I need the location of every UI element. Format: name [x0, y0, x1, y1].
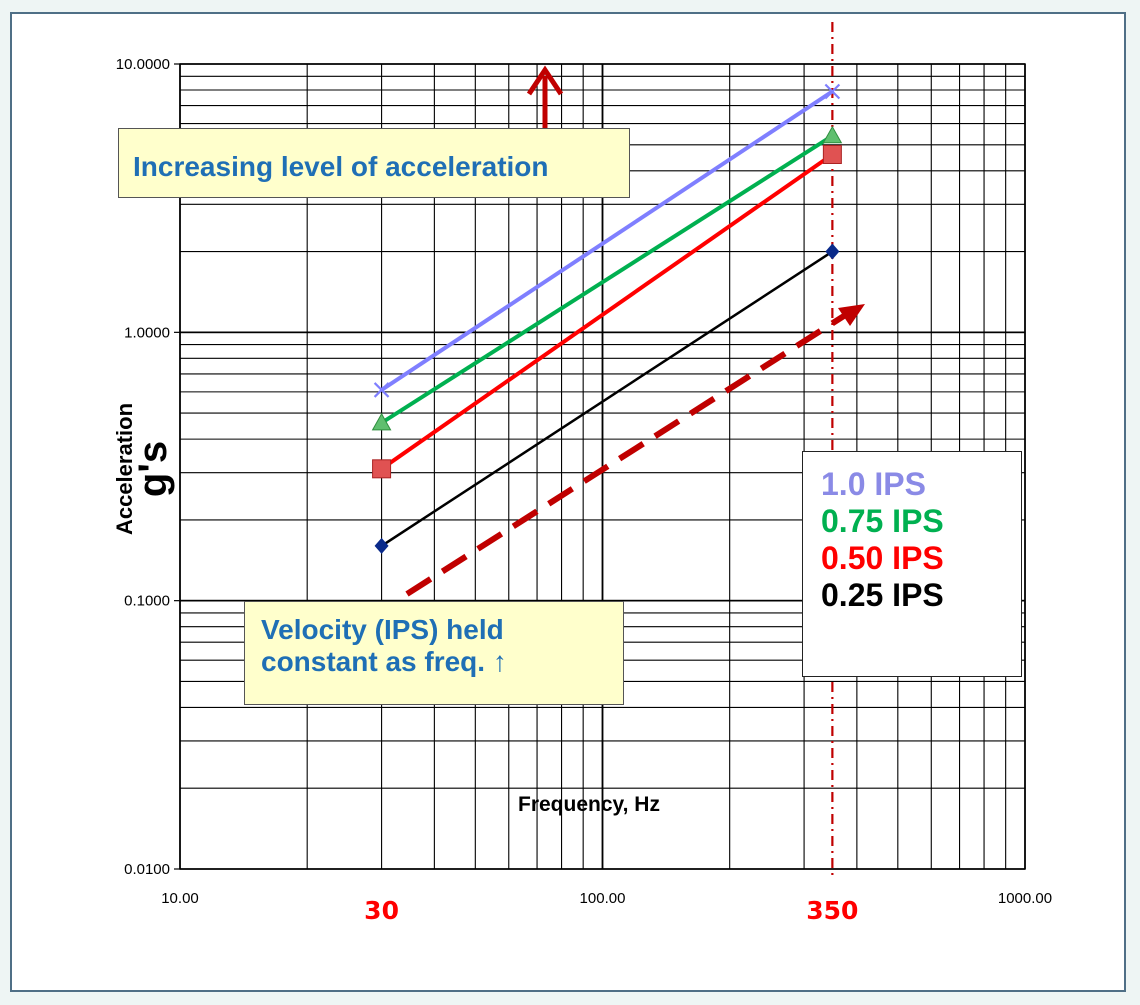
- diagonal-arrow-shaft: [405, 311, 849, 597]
- series-line: [380, 250, 834, 547]
- legend: 1.0 IPS 0.75 IPS 0.50 IPS 0.25 IPS: [802, 451, 1022, 677]
- data-point: [822, 144, 842, 164]
- x-axis-ticks: 10.00 100.00 1000.00: [161, 890, 1052, 907]
- data-point: [822, 125, 843, 144]
- legend-entry: 0.75 IPS: [821, 503, 944, 539]
- series-line: [380, 134, 834, 425]
- data-point: [373, 382, 390, 398]
- x-axis-title: Frequency, Hz: [518, 793, 660, 816]
- data-point: [374, 537, 389, 554]
- up-arrow-head: [526, 65, 564, 96]
- legend-entry: 0.50 IPS: [821, 540, 944, 576]
- velocity-callout: Velocity (IPS) held constant as freq. ↑: [244, 601, 624, 705]
- legend-entry: 1.0 IPS: [821, 466, 926, 502]
- y-axis-unit: g's: [131, 441, 175, 497]
- acceleration-callout-text: Increasing level of acceleration: [133, 151, 549, 182]
- x-tick-label: 1000.00: [998, 890, 1052, 907]
- highlighted-frequency-label: 350: [806, 896, 858, 925]
- data-point: [372, 459, 392, 479]
- velocity-callout-line2: constant as freq. ↑: [261, 646, 507, 677]
- y-tick-label: 10.0000: [116, 56, 170, 73]
- x-tick-label: 10.00: [161, 890, 199, 907]
- annotation-arrows: [405, 65, 865, 597]
- diagonal-arrow-head: [838, 304, 865, 326]
- legend-entry: 0.25 IPS: [821, 577, 944, 613]
- x-tick-label: 100.00: [580, 890, 626, 907]
- chart-frame: 10.00 100.00 1000.00 0.0100 0.1000 1.0000 10.…: [10, 12, 1126, 992]
- data-point: [371, 412, 392, 431]
- data-point: [825, 243, 840, 260]
- y-axis-title: Acceleration: [112, 403, 137, 535]
- y-axis-ticks: 0.0100 0.1000 1.0000 10.0000: [116, 56, 180, 878]
- velocity-callout-line1: Velocity (IPS) held: [261, 614, 504, 645]
- highlighted-frequencies: 30 350: [364, 22, 858, 925]
- series-line: [380, 89, 834, 392]
- acceleration-callout: Increasing level of acceleration: [118, 128, 630, 198]
- series: [371, 83, 843, 554]
- data-point: [824, 83, 841, 100]
- y-tick-label: 1.0000: [124, 324, 170, 341]
- y-tick-label: 0.1000: [124, 593, 170, 610]
- highlighted-frequency-label: 30: [364, 896, 399, 925]
- y-tick-label: 0.0100: [124, 861, 170, 878]
- series-line: [380, 152, 834, 471]
